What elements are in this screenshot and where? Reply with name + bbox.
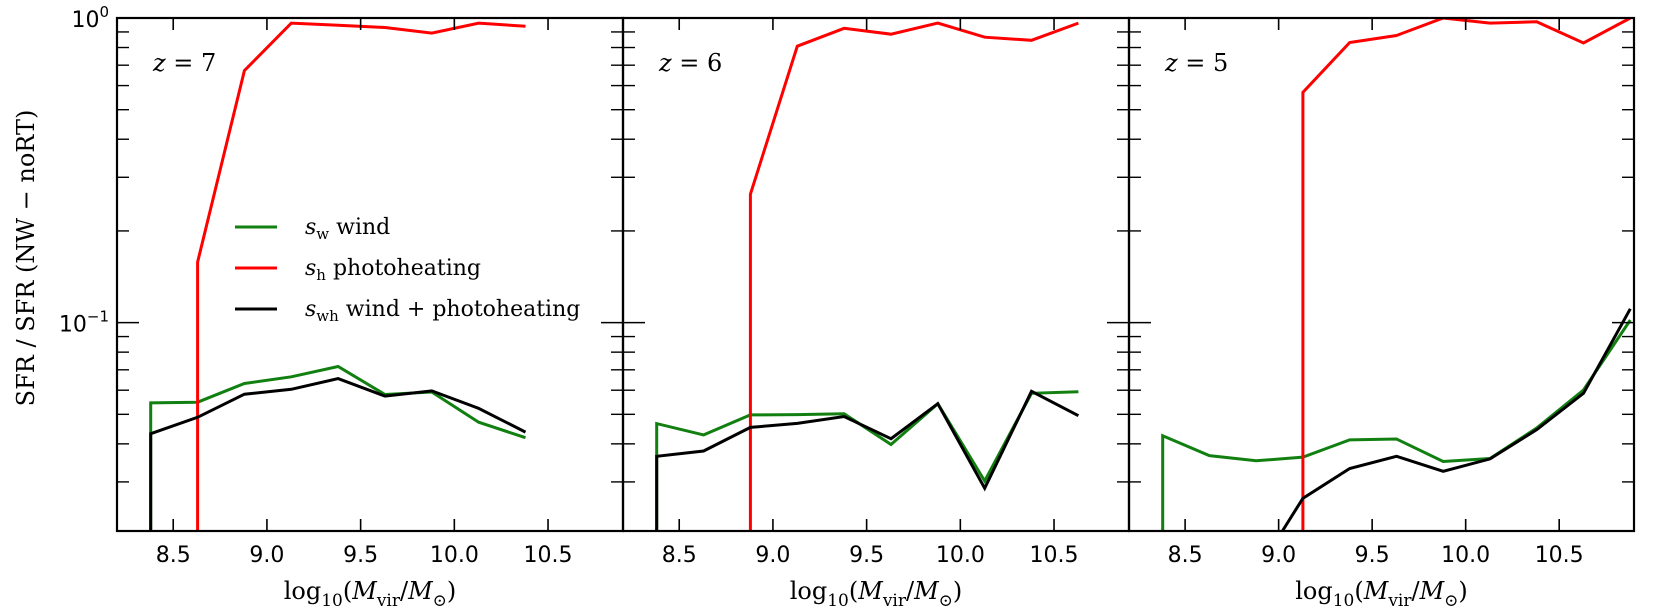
x-tick-label: 10.0 [430,543,479,568]
x-tick-label: 8.5 [662,543,697,568]
y-tick-label: 100 [71,3,109,33]
legend-item-wind: sw wind [235,215,390,243]
x-tick-label: 10.5 [524,543,573,568]
panel-2: 8.5 9.0 9.5 10.0 10.5 z = 6 log10(Mvir/M⊙) [621,16,1131,611]
series-line-photoheating [1301,18,1632,531]
series-line-wind [655,390,1079,531]
x-tick-label: 8.5 [156,543,191,568]
legend-label: sh photoheating [305,256,481,284]
x-tick-label: 9.0 [1261,543,1296,568]
panel-frame [621,16,1131,533]
legend-item-both: swh wind + photoheating [235,297,580,325]
x-tick-label: 10.0 [1441,543,1490,568]
series-line-photoheating [748,21,1079,531]
y-axis-label: SFR / SFR (NW − noRT) [12,110,40,407]
x-tick-label: 8.5 [1168,543,1203,568]
axis-labels: SFR / SFR (NW − noRT) [12,110,40,407]
panels-layer: 8.5 9.0 9.5 10.0 10.5 z = 7 log10(Mvir/M⊙) 8.5 9… [59,3,1636,611]
x-axis-label: log10(Mvir/M⊙) [284,577,457,611]
x-tick-label: 9.5 [1355,543,1390,568]
panel-redshift-label: z = 7 [152,49,216,77]
series-line-wind [1161,319,1632,531]
panel-redshift-label: z = 6 [658,49,722,77]
panel-frame [1127,16,1636,533]
x-axis-label: log10(Mvir/M⊙) [1295,577,1468,611]
series-line-both [655,389,1080,531]
panel-3: 8.5 9.0 9.5 10.0 10.5 z = 5 log10(Mvir/M⊙) [1127,16,1636,611]
x-tick-label: 9.5 [343,543,378,568]
panel-redshift-label: z = 5 [1164,49,1228,77]
x-tick-label: 10.0 [936,543,985,568]
legend-label: swh wind + photoheating [305,297,580,325]
series-line-wind [149,364,526,531]
x-tick-label: 10.5 [1030,543,1079,568]
series-line-both [149,377,527,531]
legend-label: sw wind [305,215,390,243]
series-line-photoheating [196,21,526,531]
x-axis-label: log10(Mvir/M⊙) [790,577,963,611]
panel-1: 8.5 9.0 9.5 10.0 10.5 z = 7 log10(Mvir/M⊙) [115,16,625,611]
y-tick-label: 10−1 [59,308,109,338]
x-tick-label: 9.0 [249,543,284,568]
legend: sw wind sh photoheating swh wind + photohe… [235,215,580,325]
series-line-both [1281,308,1632,531]
legend-item-photoheating: sh photoheating [235,256,481,284]
x-tick-label: 9.0 [755,543,790,568]
x-tick-label: 10.5 [1535,543,1584,568]
x-tick-label: 9.5 [849,543,884,568]
